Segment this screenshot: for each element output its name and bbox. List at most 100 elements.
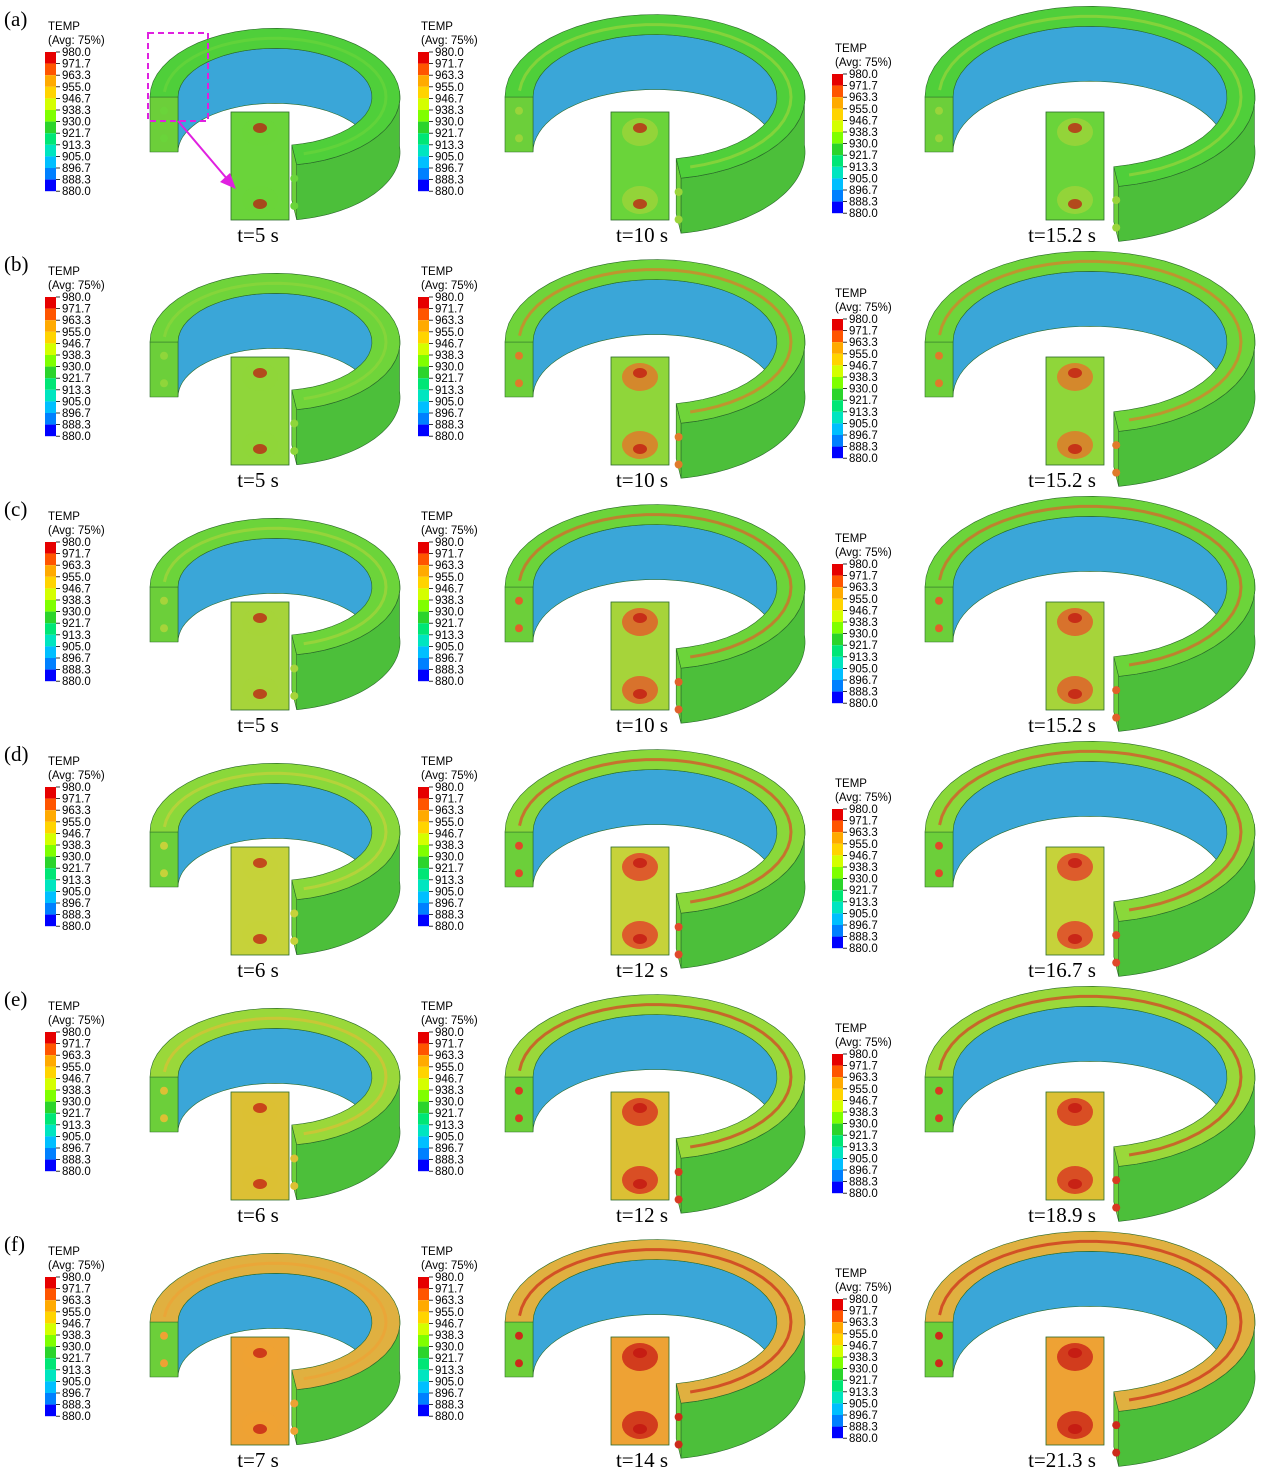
panel: TEMP(Avg: 75%)980.0971.7963.3955.0946.79… [832, 496, 1255, 737]
legend-label: 946.7 [849, 1095, 878, 1107]
ring-end-face [150, 97, 178, 152]
legend-label: 921.7 [435, 128, 464, 140]
legend-swatch [45, 1370, 56, 1382]
legend-swatch [45, 1300, 56, 1312]
legend-label: 905.0 [435, 886, 464, 898]
legend-label: 955.0 [62, 817, 91, 829]
legend-swatch [45, 122, 56, 134]
legend-swatch [832, 342, 843, 354]
legend-swatch [418, 1113, 429, 1125]
legend-swatch [45, 833, 56, 845]
legend-label: 913.3 [435, 140, 464, 152]
legend-swatch [45, 168, 56, 180]
hot-core [633, 368, 647, 378]
legend-swatch [418, 1323, 429, 1335]
hot-core [253, 858, 267, 868]
legend-label: 938.3 [849, 617, 878, 629]
legend-subtitle: (Avg: 75%) [835, 792, 892, 804]
legend-label: 888.3 [435, 665, 464, 677]
legend-swatch [832, 925, 843, 937]
legend-swatch [45, 1067, 56, 1079]
legend-label: 955.0 [62, 572, 91, 584]
legend-label: 930.0 [435, 362, 464, 374]
legend-label: 880.0 [62, 1166, 91, 1178]
legend-label: 921.7 [62, 373, 91, 385]
legend-swatch [418, 635, 429, 647]
hot-core [633, 934, 647, 944]
time-label: t=7 s [237, 1448, 279, 1472]
legend-title: TEMP [48, 1001, 80, 1013]
hot-spot [935, 107, 943, 115]
legend-swatch [418, 378, 429, 390]
legend-swatch [832, 587, 843, 599]
hot-core [1068, 689, 1082, 699]
legend-swatch [45, 1323, 56, 1335]
legend-label: 905.0 [62, 1131, 91, 1143]
legend-swatch [832, 1403, 843, 1415]
hot-spot [675, 1195, 683, 1203]
legend-swatch [45, 367, 56, 379]
legend-swatch [832, 202, 843, 214]
legend-swatch [832, 1170, 843, 1182]
legend-title: TEMP [421, 266, 453, 278]
legend-label: 880.0 [849, 208, 878, 220]
hot-spot [1112, 1421, 1120, 1429]
legend-label: 946.7 [62, 583, 91, 595]
hot-core [633, 689, 647, 699]
legend-subtitle: (Avg: 75%) [421, 1015, 478, 1027]
legend-label: 930.0 [62, 362, 91, 374]
legend-swatch [832, 365, 843, 377]
legend-swatch [45, 1090, 56, 1102]
hot-spot [1112, 686, 1120, 694]
legend-label: 913.3 [849, 162, 878, 174]
legend-label: 896.7 [849, 185, 878, 197]
hot-spot [675, 188, 683, 196]
hot-spot [515, 107, 523, 115]
hot-core [633, 444, 647, 454]
legend-swatch [45, 297, 56, 309]
legend-label: 905.0 [849, 173, 878, 185]
legend-label: 971.7 [435, 304, 464, 316]
legend-swatch [45, 1032, 56, 1044]
legend-label: 946.7 [435, 93, 464, 105]
legend-subtitle: (Avg: 75%) [835, 1037, 892, 1049]
legend-swatch [418, 658, 429, 670]
legend-swatch [832, 377, 843, 389]
legend-swatch [45, 799, 56, 811]
hot-spot [160, 352, 168, 360]
hot-spot [935, 842, 943, 850]
legend-label: 930.0 [62, 607, 91, 619]
legend-title: TEMP [421, 1001, 453, 1013]
time-label: t=15.2 s [1028, 223, 1096, 247]
legend-label: 955.0 [435, 1307, 464, 1319]
figure-row: (f) TEMP(Avg: 75%)980.0971.7963.3955.0946… [4, 1231, 1255, 1472]
legend-swatch [832, 809, 843, 821]
legend-subtitle: (Avg: 75%) [421, 35, 478, 47]
legend-label: 905.0 [62, 396, 91, 408]
legend-swatch [45, 588, 56, 600]
legend-label: 980.0 [435, 782, 464, 794]
legend-label: 971.7 [849, 1061, 878, 1073]
hot-spot [1112, 196, 1120, 204]
legend-swatch [418, 1090, 429, 1102]
time-label: t=10 s [616, 713, 668, 737]
legend-swatch [418, 1102, 429, 1114]
panel: TEMP(Avg: 75%)980.0971.7963.3955.0946.79… [832, 741, 1255, 982]
legend-label: 921.7 [435, 1353, 464, 1365]
legend-swatch [832, 354, 843, 366]
legend-swatch [832, 1427, 843, 1439]
legend-swatch [45, 857, 56, 869]
ring-end-face [150, 1322, 178, 1377]
row-label: (f) [4, 1232, 25, 1256]
legend-label: 896.7 [62, 1143, 91, 1155]
legend-swatch [832, 109, 843, 121]
time-label: t=16.7 s [1028, 958, 1096, 982]
legend-label: 888.3 [849, 687, 878, 699]
panel: TEMP(Avg: 75%)980.0971.7963.3955.0946.79… [832, 1231, 1255, 1472]
time-label: t=10 s [616, 223, 668, 247]
legend-label: 913.3 [849, 897, 878, 909]
legend-label: 963.3 [62, 315, 91, 327]
hot-core [1068, 199, 1082, 209]
legend-swatch [832, 610, 843, 622]
hot-spot [675, 1413, 683, 1421]
